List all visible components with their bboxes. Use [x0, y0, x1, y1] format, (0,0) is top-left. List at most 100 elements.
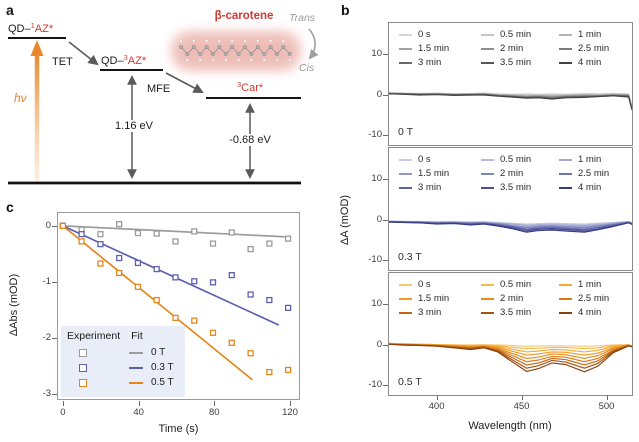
legend-field-label: 0.3 T — [151, 362, 174, 373]
y-tick-mark — [52, 337, 57, 339]
y-tick-label: 10 — [371, 172, 382, 184]
legend-item: 4 min — [559, 306, 623, 319]
data-point-0 T — [153, 230, 160, 237]
legend-item: 1 min — [559, 28, 623, 41]
legend-color-dash — [559, 297, 572, 300]
x-tick-label: 80 — [209, 407, 220, 418]
x-tick-mark — [62, 401, 64, 406]
data-point-0.3 T — [209, 279, 217, 286]
legend-time-label: 1 min — [578, 29, 602, 40]
y-tick-label: -10 — [368, 129, 382, 141]
legend-time-label: 1.5 min — [418, 168, 450, 179]
legend-time-label: 3 min — [418, 307, 442, 318]
legend-time-label: 3.5 min — [500, 182, 532, 193]
data-point-0.5 T — [78, 238, 85, 245]
mfe-label: MFE — [147, 83, 171, 95]
spectra-panel-0.5T: 10 0 -10 400 450 500 0.5 T 0 s 0.5 min 1 min 1.5 m… — [368, 272, 633, 412]
fit-line-swatch — [129, 381, 143, 384]
fit-line-0 T — [62, 225, 289, 238]
y-tick-mark — [383, 260, 388, 262]
experiment-marker — [79, 378, 87, 387]
spectra-plot-0 T — [389, 91, 632, 111]
x-tick-label: 400 — [428, 401, 445, 412]
y-tick-mark — [383, 344, 388, 346]
x-tick-mark — [138, 401, 140, 406]
data-point-0.5 T — [191, 317, 198, 324]
c-y-axis-label: ΔAbs (mOD) — [8, 273, 20, 337]
y-tick-label: 0 — [376, 213, 382, 225]
legend-item: 0.5 min — [481, 28, 559, 41]
legend-color-dash — [399, 311, 412, 314]
y-tick-label: -3 — [42, 387, 51, 399]
legend-time-label: 4 min — [578, 57, 602, 68]
legend-time-label: 2 min — [500, 293, 524, 304]
legend-color-dash — [399, 186, 412, 189]
state-qd-triplet-az: QD–3AZ* — [101, 53, 147, 67]
trans-cis-arrow — [308, 28, 319, 60]
data-point-0.5 T — [116, 269, 123, 277]
x-tick-label: 450 — [513, 401, 530, 412]
legend-color-dash — [481, 47, 494, 50]
data-point-0.5 T — [134, 283, 142, 290]
field-strength-label: 0.3 T — [398, 251, 422, 263]
legend-item: 0.5 min — [481, 278, 559, 291]
legend-color-dash — [559, 158, 572, 161]
legend-color-dash — [559, 47, 572, 50]
data-point-0.5 T — [228, 339, 235, 346]
data-point-0.5 T — [209, 329, 217, 336]
legend-item: 2.5 min — [559, 292, 623, 305]
legend-time-label: 4 min — [578, 307, 602, 318]
legend-time-label: 0.5 min — [500, 154, 532, 165]
y-tick-label: -1 — [42, 275, 51, 287]
legend-color-dash — [559, 186, 572, 189]
spectra-panel-0T: 10 0 -10 0 T 0 s 0.5 min 1 min 1.5 min 2 min 2.5 … — [368, 22, 633, 146]
data-point-0 T — [97, 231, 104, 238]
energy-value-triplet: 1.16 eV — [106, 120, 162, 132]
y-tick-mark — [383, 385, 388, 387]
legend-color-dash — [481, 283, 494, 286]
tet-arrow — [68, 41, 99, 66]
data-point-0.3 T — [78, 231, 85, 238]
field-strength-label: 0.5 T — [398, 376, 422, 388]
experiment-marker — [79, 363, 87, 372]
legend-color-dash — [559, 61, 572, 64]
legend-item: 3 min — [399, 181, 481, 194]
data-point-0.5 T — [59, 222, 66, 229]
cis-label: Cis — [299, 62, 315, 74]
legend-color-dash — [399, 61, 412, 64]
kinetics-legend: Experiment Fit 0 T 0.3 T 0.5 T — [61, 326, 185, 397]
data-point-0.5 T — [172, 314, 179, 321]
legend-time-label: 2 min — [500, 43, 524, 54]
b-y-axis-label: ΔA (mOD) — [339, 194, 351, 246]
y-tick-mark — [383, 178, 388, 180]
y-tick-label: -10 — [368, 379, 382, 391]
legend-time-label: 0 s — [418, 154, 431, 165]
legend-color-dash — [481, 297, 494, 300]
spectra-legend: 0 s 0.5 min 1 min 1.5 min 2 min 2.5 min 3 min 3… — [399, 153, 623, 194]
spectra-plot-0.5 T — [389, 342, 632, 373]
panel-c-label: c — [6, 199, 14, 215]
legend-color-dash — [399, 33, 412, 36]
y-tick-label: 10 — [371, 297, 382, 309]
legend-time-label: 0.5 min — [500, 29, 532, 40]
legend-item: 1 min — [559, 153, 623, 166]
legend-color-dash — [399, 297, 412, 300]
legend-item: 3 min — [399, 306, 481, 319]
data-point-0.3 T — [97, 241, 104, 248]
legend-time-label: 1.5 min — [418, 43, 450, 54]
x-tick-label: 0 — [60, 407, 66, 418]
energy-value-car: -0.68 eV — [221, 134, 279, 146]
x-tick-mark — [214, 401, 216, 406]
panel-b-label: b — [341, 2, 350, 18]
legend-color-dash — [399, 172, 412, 175]
legend-time-label: 3 min — [418, 57, 442, 68]
legend-item: 1.5 min — [399, 292, 481, 305]
legend-item: 2 min — [481, 167, 559, 180]
y-tick-mark — [383, 303, 388, 305]
legend-item: 2 min — [481, 292, 559, 305]
legend-row: 0.5 T — [67, 375, 185, 390]
legend-item: 4 min — [559, 181, 623, 194]
legend-header-fit: Fit — [131, 330, 143, 342]
x-tick-label: 500 — [598, 401, 615, 412]
